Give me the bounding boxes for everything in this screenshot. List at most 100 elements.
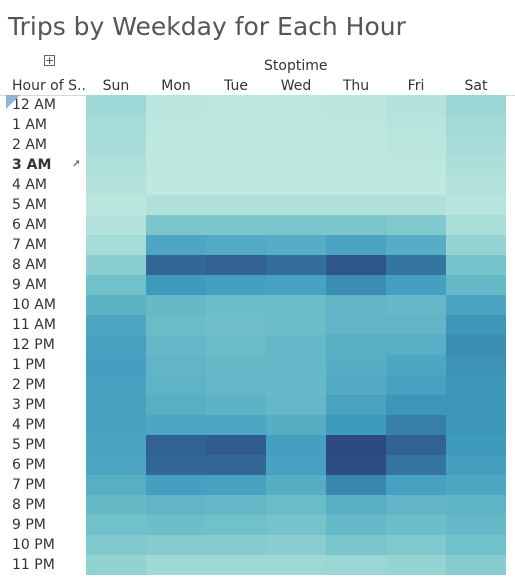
heatmap-cell[interactable] [446,255,506,275]
heatmap-cell[interactable] [146,255,206,275]
heatmap-cell[interactable] [266,415,326,435]
heatmap-cell[interactable] [326,415,386,435]
row-header-title[interactable]: Hour of S.. [12,78,86,94]
plus-box-icon[interactable]: + [44,54,55,67]
heatmap-cell[interactable] [446,475,506,495]
heatmap-cell[interactable] [446,195,506,215]
column-header-thu[interactable]: Thu [342,78,370,94]
heatmap-cell[interactable] [86,135,146,155]
heatmap-cell[interactable] [326,515,386,535]
heatmap-cell[interactable] [266,275,326,295]
heatmap-cell[interactable] [146,415,206,435]
heatmap-cell[interactable] [446,535,506,555]
heatmap-cell[interactable] [146,355,206,375]
heatmap-cell[interactable] [266,555,326,575]
row-label[interactable]: 11 AM [12,315,56,335]
heatmap-cell[interactable] [86,495,146,515]
heatmap-cell[interactable] [146,155,206,175]
heatmap-cell[interactable] [326,315,386,335]
heatmap-cell[interactable] [446,95,506,115]
heatmap-cell[interactable] [86,435,146,455]
row-label[interactable]: 3 AM ↗ [12,155,80,175]
column-header-mon[interactable]: Mon [161,78,191,94]
heatmap-cell[interactable] [266,95,326,115]
heatmap-cell[interactable] [386,315,446,335]
heatmap-cell[interactable] [206,135,266,155]
heatmap-cell[interactable] [326,375,386,395]
heatmap-cell[interactable] [446,275,506,295]
heatmap-cell[interactable] [206,535,266,555]
column-header-sat[interactable]: Sat [464,78,488,94]
heatmap-cell[interactable] [266,255,326,275]
heatmap-cell[interactable] [326,475,386,495]
row-label[interactable]: 8 PM [12,495,46,515]
heatmap-cell[interactable] [266,335,326,355]
heatmap-cell[interactable] [326,335,386,355]
row-label[interactable]: 2 AM [12,135,47,155]
heatmap-cell[interactable] [386,95,446,115]
row-label[interactable]: 9 PM [12,515,46,535]
heatmap-cell[interactable] [86,315,146,335]
row-label[interactable]: 11 PM [12,555,55,575]
heatmap-cell[interactable] [326,395,386,415]
heatmap-cell[interactable] [266,375,326,395]
heatmap-cell[interactable] [146,535,206,555]
heatmap-cell[interactable] [386,495,446,515]
heatmap-cell[interactable] [266,215,326,235]
heatmap-cell[interactable] [146,555,206,575]
heatmap-cell[interactable] [326,115,386,135]
heatmap-cell[interactable] [326,535,386,555]
row-label[interactable]: 3 PM [12,395,46,415]
column-header-wed[interactable]: Wed [280,78,312,94]
heatmap-cell[interactable] [206,255,266,275]
heatmap-cell[interactable] [266,235,326,255]
heatmap-cell[interactable] [146,495,206,515]
heatmap-cell[interactable] [446,175,506,195]
heatmap-cell[interactable] [206,295,266,315]
row-label[interactable]: 7 AM [12,235,47,255]
heatmap-cell[interactable] [326,435,386,455]
heatmap-cell[interactable] [86,175,146,195]
heatmap-cell[interactable] [386,355,446,375]
heatmap-cell[interactable] [446,395,506,415]
row-label[interactable]: 6 AM [12,215,47,235]
heatmap-cell[interactable] [386,235,446,255]
heatmap-cell[interactable] [206,335,266,355]
heatmap-cell[interactable] [86,255,146,275]
row-label[interactable]: 9 AM [12,275,47,295]
heatmap-cell[interactable] [386,135,446,155]
heatmap-cell[interactable] [386,395,446,415]
heatmap-cell[interactable] [86,235,146,255]
heatmap-cell[interactable] [446,415,506,435]
column-header-sun[interactable]: Sun [102,78,130,94]
heatmap-cell[interactable] [326,355,386,375]
row-label[interactable]: 12 PM [12,335,55,355]
row-label[interactable]: 7 PM [12,475,46,495]
heatmap-cell[interactable] [206,415,266,435]
heatmap-cell[interactable] [86,455,146,475]
heatmap-cell[interactable] [386,295,446,315]
heatmap-cell[interactable] [446,515,506,535]
column-header-fri[interactable]: Fri [407,78,425,94]
heatmap-cell[interactable] [446,555,506,575]
heatmap-cell[interactable] [266,355,326,375]
heatmap-cell[interactable] [86,395,146,415]
heatmap-cell[interactable] [146,215,206,235]
heatmap-cell[interactable] [206,155,266,175]
heatmap-cell[interactable] [206,555,266,575]
heatmap-cell[interactable] [266,455,326,475]
heatmap-cell[interactable] [266,515,326,535]
heatmap-cell[interactable] [446,155,506,175]
heatmap-cell[interactable] [266,175,326,195]
heatmap-cell[interactable] [266,535,326,555]
heatmap-cell[interactable] [86,535,146,555]
heatmap-cell[interactable] [386,455,446,475]
heatmap-cell[interactable] [446,455,506,475]
heatmap-cell[interactable] [86,155,146,175]
row-label[interactable]: 10 PM [12,535,55,555]
heatmap-cell[interactable] [326,275,386,295]
heatmap-cell[interactable] [326,175,386,195]
heatmap-cell[interactable] [446,495,506,515]
heatmap-cell[interactable] [86,115,146,135]
heatmap-cell[interactable] [326,555,386,575]
